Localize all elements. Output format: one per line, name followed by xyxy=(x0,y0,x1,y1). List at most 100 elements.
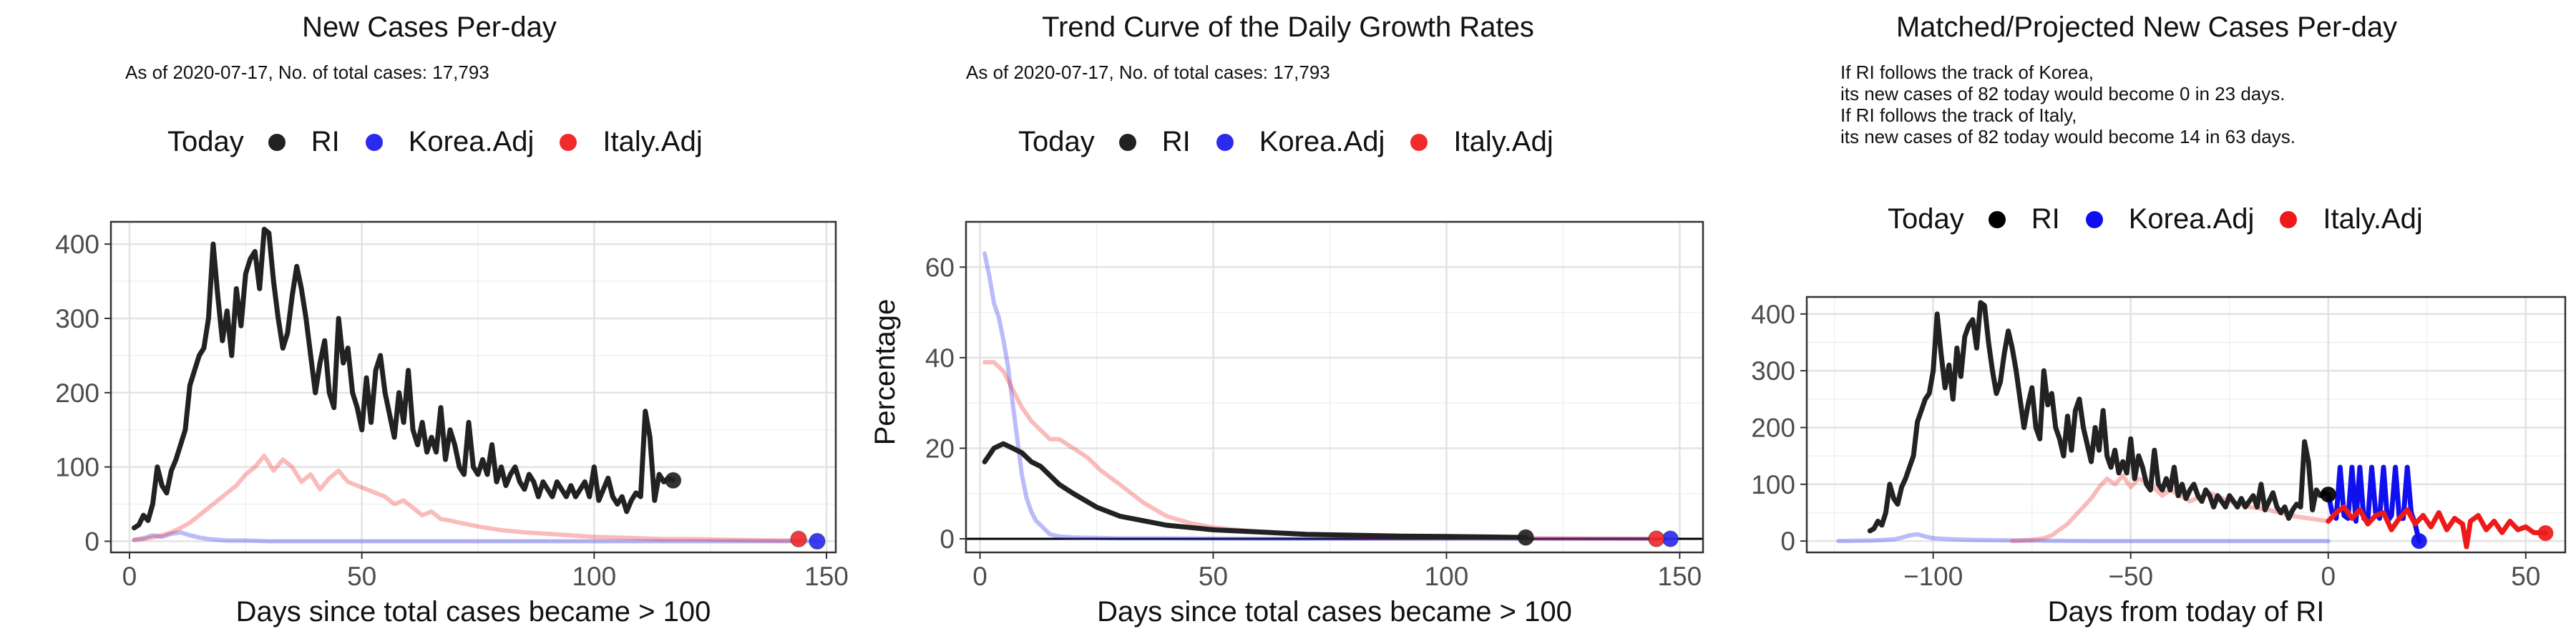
projection-notes: If RI follows the track of Korea, its ne… xyxy=(1840,62,2296,147)
legend-label-ri: RI xyxy=(2031,203,2060,235)
y-tick-label: 20 xyxy=(925,434,955,463)
x-tick-label: 0 xyxy=(122,562,137,591)
legend-item-ri: RI xyxy=(1118,126,1191,158)
x-axis-label: Days since total cases became > 100 xyxy=(236,596,711,628)
plot-border xyxy=(1805,296,2567,554)
today-point-italy-adj xyxy=(2537,525,2554,542)
legend-item-korea: Korea.Adj xyxy=(2085,203,2255,235)
x-axis-label: Days since total cases became > 100 xyxy=(1097,596,1572,628)
y-tick-label: 200 xyxy=(1751,413,1795,442)
legend-label-italy: Italy.Adj xyxy=(2323,203,2423,235)
note-line: If RI follows the track of Korea, xyxy=(1840,62,2094,83)
chart-plot: −100 −50 0 50 0 100 200 300 400 Days from today o… xyxy=(1751,296,2567,628)
legend-label-korea: Korea.Adj xyxy=(408,126,535,157)
x-tick-label: 0 xyxy=(972,562,987,591)
legend-dot-italy xyxy=(2280,210,2298,228)
legend-title: Today xyxy=(1888,203,1964,235)
y-tick-label: 200 xyxy=(55,379,99,408)
chart-title: Matched/Projected New Cases Per-day xyxy=(1896,11,2398,43)
chart-plot: 0 50 100 150 0 100 200 300 400 Days since total c… xyxy=(55,220,849,628)
y-tick-label: 0 xyxy=(84,527,99,556)
series-line-korea-adj-matched xyxy=(1836,532,2331,544)
legend-dot-korea xyxy=(365,133,383,151)
y-tick-label: 300 xyxy=(55,304,99,333)
x-tick-label: 150 xyxy=(1658,562,1702,591)
legend-dot-korea xyxy=(2085,210,2103,228)
legend: Today RI Korea.Adj Italy.Adj xyxy=(1018,126,1579,158)
legend: Today RI Korea.Adj Italy.Adj xyxy=(167,126,728,158)
chart-subtitle: As of 2020-07-17, No. of total cases: 17… xyxy=(125,62,489,83)
note-line: its new cases of 82 today would become 0… xyxy=(1840,83,2285,104)
series-line-ri xyxy=(132,226,676,531)
legend: Today RI Korea.Adj Italy.Adj xyxy=(1888,203,2449,235)
series-line-ri xyxy=(982,441,1528,540)
chart-subtitle: As of 2020-07-17, No. of total cases: 17… xyxy=(966,62,1330,83)
legend-item-korea: Korea.Adj xyxy=(365,126,535,158)
today-point-ri xyxy=(664,472,682,489)
series-line-korea-adj-projected xyxy=(2326,464,2422,544)
series-line-korea-adj xyxy=(982,251,1673,541)
y-tick-label: 400 xyxy=(1751,300,1795,329)
legend-dot-ri xyxy=(1118,133,1136,151)
plot-border xyxy=(965,220,1704,554)
legend-label-ri: RI xyxy=(1161,126,1191,157)
x-axis-label: Days from today of RI xyxy=(2048,596,2325,628)
legend-label-korea: Korea.Adj xyxy=(1259,126,1385,157)
y-axis-label: Percentage xyxy=(869,299,901,446)
today-point-korea-adj xyxy=(1662,530,1679,547)
plot-border xyxy=(109,220,837,554)
legend-dot-korea xyxy=(1216,133,1234,151)
x-tick-label: 100 xyxy=(572,562,616,591)
legend-label-italy: Italy.Adj xyxy=(602,126,703,157)
legend-item-italy: Italy.Adj xyxy=(560,126,703,158)
legend-item-korea: Korea.Adj xyxy=(1216,126,1385,158)
legend-item-italy: Italy.Adj xyxy=(2280,203,2423,235)
legend-dot-italy xyxy=(1410,133,1428,151)
today-point-ri xyxy=(2320,487,2336,503)
x-tick-label: 50 xyxy=(2511,562,2540,591)
y-tick-label: 100 xyxy=(1751,470,1795,499)
legend-dot-italy xyxy=(560,133,577,151)
y-tick-label: 40 xyxy=(925,343,955,373)
panel-growth-rates: Trend Curve of the Daily Growth Rates As… xyxy=(859,0,1717,644)
today-point-korea-adj xyxy=(809,532,826,550)
x-tick-label: 50 xyxy=(1199,562,1228,591)
legend-label-korea: Korea.Adj xyxy=(2128,203,2255,235)
panel-new-cases: New Cases Per-day As of 2020-07-17, No. … xyxy=(0,0,859,644)
legend-item-italy: Italy.Adj xyxy=(1410,126,1553,158)
x-tick-label: 50 xyxy=(347,562,376,591)
y-tick-label: 60 xyxy=(925,253,955,282)
series-line-italy-adj-projected xyxy=(2326,504,2548,550)
today-point-italy-adj xyxy=(790,530,807,548)
chart-title: New Cases Per-day xyxy=(302,11,557,43)
y-tick-label: 0 xyxy=(1780,527,1795,556)
chart-plot: 0 50 100 150 0 20 40 60 Days since total cases b… xyxy=(869,220,1704,628)
today-point-italy-adj xyxy=(1648,530,1665,547)
y-tick-label: 300 xyxy=(1751,356,1795,386)
legend-label-italy: Italy.Adj xyxy=(1453,126,1553,157)
x-tick-label: 100 xyxy=(1425,562,1469,591)
legend-dot-ri xyxy=(268,133,286,151)
x-tick-label: 150 xyxy=(804,562,849,591)
chart-title: Trend Curve of the Daily Growth Rates xyxy=(1042,11,1534,43)
series-line-ri xyxy=(1867,300,2331,534)
legend-title: Today xyxy=(167,126,244,157)
panel-projected: Matched/Projected New Cases Per-day If R… xyxy=(1717,0,2576,644)
x-tick-label: −50 xyxy=(2108,562,2153,591)
legend-item-ri: RI xyxy=(268,126,340,158)
series-line-korea-adj xyxy=(132,530,819,544)
legend-label-ri: RI xyxy=(311,126,340,157)
legend-item-ri: RI xyxy=(1988,203,2060,235)
y-tick-label: 100 xyxy=(55,453,99,482)
today-point-korea-adj xyxy=(2411,533,2427,550)
series-line-italy-adj xyxy=(982,360,1659,541)
x-tick-label: −100 xyxy=(1903,562,1963,591)
note-line: If RI follows the track of Italy, xyxy=(1840,104,2077,126)
y-tick-label: 400 xyxy=(55,230,99,259)
x-tick-label: 0 xyxy=(2321,562,2336,591)
note-line: its new cases of 82 today would become 1… xyxy=(1840,126,2296,147)
today-point-ri xyxy=(1517,529,1535,546)
y-tick-label: 0 xyxy=(940,525,955,554)
legend-dot-ri xyxy=(1988,210,2006,228)
legend-title: Today xyxy=(1018,126,1095,157)
